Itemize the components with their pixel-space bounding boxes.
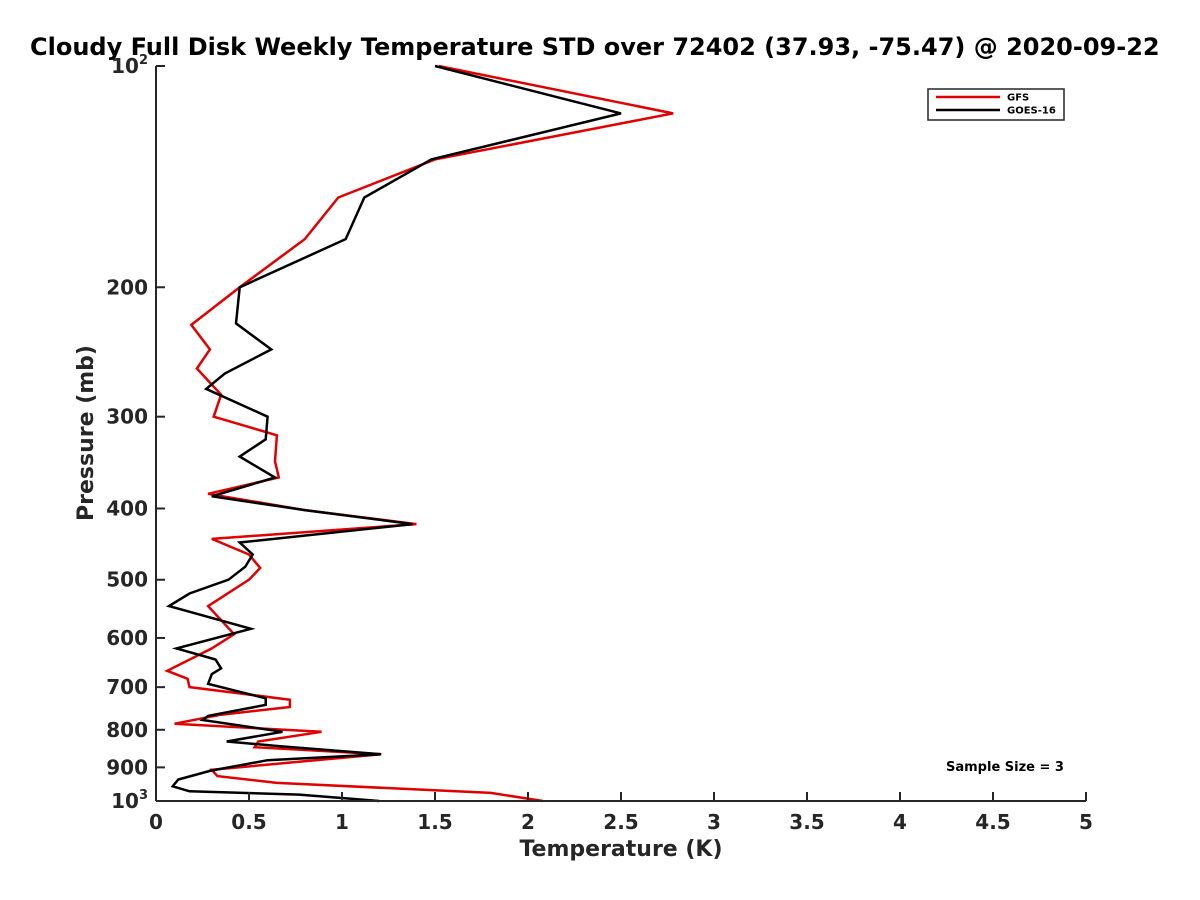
x-tick-label: 4.5 [975,810,1010,834]
x-tick-label: 2 [521,810,535,834]
legend: GFS GOES-16 [927,88,1065,121]
x-tick-label: 1.5 [417,810,452,834]
y-tick-exponent: 2 [139,53,148,68]
y-tick-label: 700 [106,675,148,699]
legend-box [927,88,1065,121]
x-tick-label: 5 [1079,810,1093,834]
x-ticks: 0 0.5 1 1.5 2 2.5 3 3.5 4 4.5 5 [149,792,1093,834]
series-line-gfs [164,64,674,803]
y-tick-label: 500 [106,568,148,592]
y-tick-label: 800 [106,718,148,742]
y-tick-base: 10 [111,789,139,813]
x-tick-label: 0 [149,810,163,834]
x-tick-label: 3 [707,810,721,834]
y-tick-base: 10 [111,54,139,78]
series-line-goes16 [165,64,622,803]
x-tick-label: 0.5 [231,810,266,834]
y-tick-label: 300 [106,405,148,429]
chart-title: Cloudy Full Disk Weekly Temperature STD … [30,33,1160,61]
y-tick-label: 200 [106,275,148,299]
series-layer [164,64,674,803]
y-tick-label: 900 [106,755,148,779]
sample-size-annotation: Sample Size = 3 [946,760,1064,775]
y-tick-label: 102 [111,53,148,78]
y-tick-exponent: 3 [139,788,148,803]
x-tick-label: 2.5 [603,810,638,834]
legend-label-goes16: GOES-16 [1007,106,1056,117]
legend-label-gfs: GFS [1007,93,1029,104]
y-tick-label: 103 [111,788,148,813]
y-tick-label: 400 [106,497,148,521]
y-axis-label: Pressure (mb) [74,345,99,521]
x-tick-label: 3.5 [789,810,824,834]
y-tick-label: 600 [106,626,148,650]
axes [155,66,1086,802]
x-tick-label: 4 [893,810,907,834]
x-axis-label: Temperature (K) [519,837,722,862]
x-tick-label: 1 [335,810,349,834]
